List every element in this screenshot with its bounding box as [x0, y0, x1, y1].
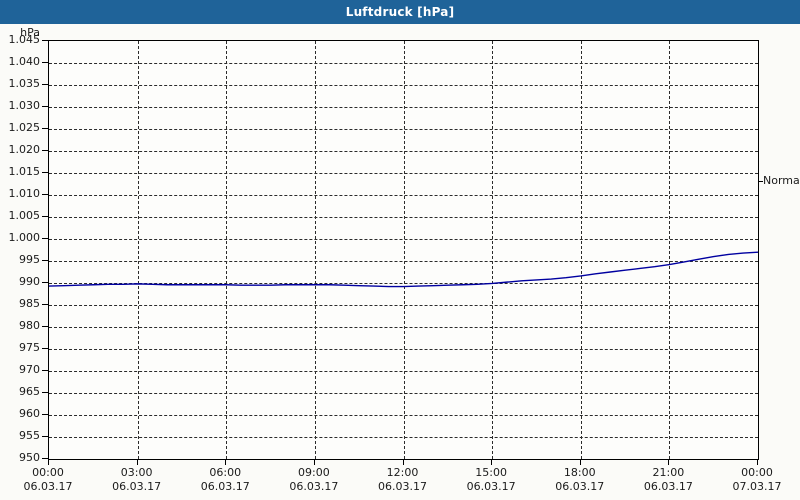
y-axis-tick [42, 326, 48, 327]
series-layer [48, 251, 759, 288]
y-axis-tick [42, 62, 48, 63]
y-axis-tick-label: 990 [19, 275, 40, 288]
y-axis-tick [42, 172, 48, 173]
y-axis-tick [42, 40, 48, 41]
x-axis-tick [491, 459, 493, 465]
y-axis-tick [42, 238, 48, 239]
grid-line-vertical [137, 41, 139, 459]
y-axis-tick-label: 995 [19, 253, 40, 266]
y-axis-tick-label: 970 [19, 363, 40, 376]
x-axis-tick-date: 06.03.17 [643, 480, 693, 493]
y-axis-tick-label: 1.000 [8, 231, 41, 244]
pressure-line [48, 251, 759, 288]
x-axis-tick-time: 18:00 [563, 466, 596, 479]
x-axis-tick-time: 03:00 [120, 466, 153, 479]
grid-line-vertical [226, 41, 228, 459]
x-axis-tick-time: 15:00 [475, 466, 507, 479]
y-axis-tick [42, 304, 48, 305]
y-axis-tick-label: 1.005 [8, 209, 41, 222]
y-axis-tick-label: 960 [19, 407, 40, 420]
x-axis-tick-label: 21:00 06.03.17 [623, 466, 713, 494]
x-axis-tick [579, 459, 581, 465]
x-axis-tick [48, 459, 49, 465]
x-axis-tick-time: 00:00 [741, 466, 773, 479]
x-axis-tick [136, 459, 138, 465]
x-axis-tick-time: 21:00 [652, 466, 685, 479]
x-axis-tick-label: 12:00 06.03.17 [358, 466, 448, 494]
y-axis-tick-label: 1.010 [8, 187, 41, 200]
x-axis-tick-label: 15:00 06.03.17 [446, 466, 536, 494]
y-axis-tick [42, 436, 48, 437]
y-axis-tick-label: 1.020 [8, 143, 41, 156]
normal-annotation-tick [758, 180, 763, 182]
y-axis-tick-label: 965 [19, 385, 40, 398]
y-axis-unit-label: hPa [20, 26, 40, 39]
y-axis-tick [42, 194, 48, 195]
x-axis-tick-date: 06.03.17 [23, 480, 73, 493]
x-axis-tick-time: 09:00 [298, 466, 330, 479]
x-axis-tick-time: 06:00 [209, 466, 242, 479]
y-axis-tick [42, 106, 48, 107]
x-axis-tick [668, 459, 670, 465]
x-axis-tick-label: 03:00 06.03.17 [92, 466, 182, 494]
y-axis-tick-label: 1.045 [8, 33, 41, 46]
y-axis-tick [42, 150, 48, 151]
x-axis-tick-label: 09:00 06.03.17 [269, 466, 359, 494]
grid-lines [49, 41, 758, 459]
x-axis-tick-date: 06.03.17 [466, 480, 516, 493]
y-axis-tick-label: 980 [19, 319, 40, 332]
y-axis-tick [42, 392, 48, 393]
y-axis-tick [42, 282, 48, 283]
x-axis-tick-date: 06.03.17 [112, 480, 162, 493]
normal-annotation-label: Normal [763, 173, 800, 187]
grid-line-vertical [314, 41, 316, 459]
y-axis-tick [42, 128, 48, 129]
x-axis-tick-date: 06.03.17 [378, 480, 427, 493]
y-axis-tick-label: 975 [19, 341, 40, 354]
window-title-bar: Luftdruck [hPa] [0, 0, 800, 24]
grid-line-vertical [403, 41, 405, 459]
y-axis-tick [42, 458, 48, 459]
plot-area [48, 40, 759, 460]
grid-line-vertical [492, 41, 494, 459]
y-axis-tick [42, 414, 48, 415]
x-axis-tick [225, 459, 227, 465]
x-axis-tick-date: 06.03.17 [200, 480, 250, 493]
x-axis-tick-label: 06:00 06.03.17 [180, 466, 270, 494]
x-axis-tick-label: 00:00 07.03.17 [712, 466, 800, 494]
y-axis-tick-label: 1.030 [8, 99, 41, 112]
y-axis-tick-label: 1.035 [8, 77, 41, 90]
y-axis-tick [42, 84, 48, 85]
x-axis-tick-date: 06.03.17 [289, 480, 339, 493]
y-axis-tick [42, 260, 48, 261]
x-axis-tick-date: 06.03.17 [555, 480, 605, 493]
y-axis-tick [42, 348, 48, 349]
x-axis-tick-label: 18:00 06.03.17 [535, 466, 625, 494]
y-axis-tick [42, 216, 48, 217]
x-axis-tick [402, 459, 404, 465]
y-axis-tick-label: 1.015 [8, 165, 41, 178]
y-axis-tick-label: 1.025 [8, 121, 41, 134]
x-axis-tick [757, 459, 758, 465]
grid-line-vertical [669, 41, 671, 459]
y-axis-tick-label: 955 [19, 429, 40, 442]
x-axis-tick-date: 07.03.17 [732, 480, 782, 493]
y-axis-tick-label: 1.040 [8, 55, 41, 68]
x-axis-tick [313, 459, 315, 465]
grid-line-vertical [580, 41, 582, 459]
x-axis-tick-label: 00:00 06.03.17 [3, 466, 93, 494]
x-axis-tick-time: 00:00 [32, 466, 64, 479]
y-axis-tick-label: 985 [19, 297, 40, 310]
chart-canvas: hPa 1.045 1.040 1.035 1.030 1.025 1.020 1.015 1… [0, 24, 800, 500]
x-axis-tick-time: 12:00 [386, 466, 419, 479]
y-axis-tick-label: 950 [19, 451, 40, 464]
page-title: Luftdruck [hPa] [345, 5, 455, 19]
y-axis-tick [42, 370, 48, 371]
